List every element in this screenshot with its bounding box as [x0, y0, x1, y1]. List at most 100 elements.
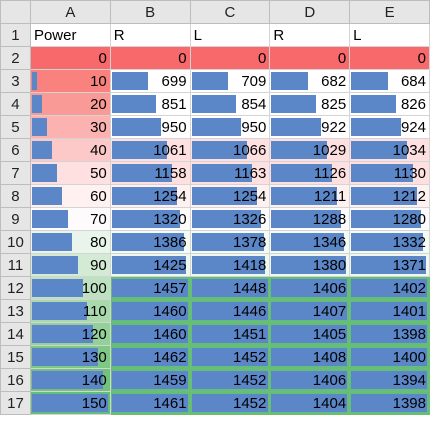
cell[interactable]: 130 [30, 346, 110, 369]
cell[interactable]: 709 [190, 70, 270, 93]
row-header[interactable]: 9 [1, 208, 31, 231]
cell-header-r[interactable]: R [110, 24, 190, 47]
cell[interactable]: 1452 [190, 369, 270, 392]
cell[interactable]: 1320 [110, 208, 190, 231]
cell[interactable]: 0 [350, 47, 430, 70]
cell[interactable]: 1066 [190, 139, 270, 162]
cell[interactable]: 90 [30, 254, 110, 277]
cell[interactable]: 10 [30, 70, 110, 93]
cell[interactable]: 1158 [110, 162, 190, 185]
cell[interactable]: 1346 [270, 231, 350, 254]
cell[interactable]: 1163 [190, 162, 270, 185]
cell[interactable]: 1380 [270, 254, 350, 277]
cell[interactable]: 1371 [350, 254, 430, 277]
cell[interactable]: 1425 [110, 254, 190, 277]
cell[interactable]: 1326 [190, 208, 270, 231]
cell[interactable]: 1406 [270, 277, 350, 300]
cell[interactable]: 0 [270, 47, 350, 70]
row-header[interactable]: 6 [1, 139, 31, 162]
cell[interactable]: 1404 [270, 392, 350, 415]
cell[interactable]: 20 [30, 93, 110, 116]
cell-header-power[interactable]: Power [30, 24, 110, 47]
row-header[interactable]: 14 [1, 323, 31, 346]
cell[interactable]: 70 [30, 208, 110, 231]
cell[interactable]: 1451 [190, 323, 270, 346]
cell[interactable]: 1378 [190, 231, 270, 254]
row-header[interactable]: 7 [1, 162, 31, 185]
cell[interactable]: 950 [110, 116, 190, 139]
cell[interactable]: 1452 [190, 346, 270, 369]
cell[interactable]: 699 [110, 70, 190, 93]
cell[interactable]: 0 [190, 47, 270, 70]
cell[interactable]: 1130 [350, 162, 430, 185]
cell[interactable]: 1398 [350, 323, 430, 346]
cell[interactable]: 1401 [350, 300, 430, 323]
cell[interactable]: 851 [110, 93, 190, 116]
cell[interactable]: 1407 [270, 300, 350, 323]
cell[interactable]: 1400 [350, 346, 430, 369]
column-header-b[interactable]: B [110, 1, 190, 24]
cell[interactable]: 140 [30, 369, 110, 392]
cell[interactable]: 1398 [350, 392, 430, 415]
row-header[interactable]: 15 [1, 346, 31, 369]
cell[interactable]: 150 [30, 392, 110, 415]
cell[interactable]: 1405 [270, 323, 350, 346]
cell[interactable]: 1029 [270, 139, 350, 162]
column-header-d[interactable]: D [270, 1, 350, 24]
cell[interactable]: 80 [30, 231, 110, 254]
cell[interactable]: 825 [270, 93, 350, 116]
cell-header-l[interactable]: L [190, 24, 270, 47]
cell[interactable]: 1461 [110, 392, 190, 415]
cell[interactable]: 40 [30, 139, 110, 162]
row-header[interactable]: 11 [1, 254, 31, 277]
row-header[interactable]: 16 [1, 369, 31, 392]
cell[interactable]: 1448 [190, 277, 270, 300]
cell[interactable]: 682 [270, 70, 350, 93]
row-header[interactable]: 1 [1, 24, 31, 47]
cell[interactable]: 1462 [110, 346, 190, 369]
cell[interactable]: 50 [30, 162, 110, 185]
cell[interactable]: 100 [30, 277, 110, 300]
cell[interactable]: 1212 [350, 185, 430, 208]
cell[interactable]: 684 [350, 70, 430, 93]
cell[interactable]: 1446 [190, 300, 270, 323]
row-header[interactable]: 12 [1, 277, 31, 300]
cell[interactable]: 922 [270, 116, 350, 139]
cell[interactable]: 1394 [350, 369, 430, 392]
cell[interactable]: 1460 [110, 300, 190, 323]
column-header-c[interactable]: C [190, 1, 270, 24]
cell[interactable]: 1408 [270, 346, 350, 369]
cell[interactable]: 1402 [350, 277, 430, 300]
row-header[interactable]: 2 [1, 47, 31, 70]
cell[interactable]: 1288 [270, 208, 350, 231]
cell[interactable]: 950 [190, 116, 270, 139]
cell[interactable]: 1280 [350, 208, 430, 231]
cell[interactable]: 30 [30, 116, 110, 139]
cell-header-l2[interactable]: L [350, 24, 430, 47]
cell[interactable]: 1459 [110, 369, 190, 392]
column-header-a[interactable]: A [30, 1, 110, 24]
cell[interactable]: 1254 [190, 185, 270, 208]
select-all-corner[interactable] [1, 1, 31, 24]
cell[interactable]: 1061 [110, 139, 190, 162]
row-header[interactable]: 10 [1, 231, 31, 254]
cell[interactable]: 60 [30, 185, 110, 208]
cell[interactable]: 854 [190, 93, 270, 116]
cell[interactable]: 1034 [350, 139, 430, 162]
row-header[interactable]: 3 [1, 70, 31, 93]
cell[interactable]: 1211 [270, 185, 350, 208]
row-header[interactable]: 5 [1, 116, 31, 139]
cell[interactable]: 0 [110, 47, 190, 70]
cell[interactable]: 120 [30, 323, 110, 346]
cell[interactable]: 924 [350, 116, 430, 139]
cell[interactable]: 1457 [110, 277, 190, 300]
cell[interactable]: 1406 [270, 369, 350, 392]
cell[interactable]: 1418 [190, 254, 270, 277]
row-header[interactable]: 4 [1, 93, 31, 116]
cell-header-r2[interactable]: R [270, 24, 350, 47]
cell[interactable]: 1452 [190, 392, 270, 415]
cell[interactable]: 1332 [350, 231, 430, 254]
cell[interactable]: 110 [30, 300, 110, 323]
row-header[interactable]: 8 [1, 185, 31, 208]
cell[interactable]: 1386 [110, 231, 190, 254]
